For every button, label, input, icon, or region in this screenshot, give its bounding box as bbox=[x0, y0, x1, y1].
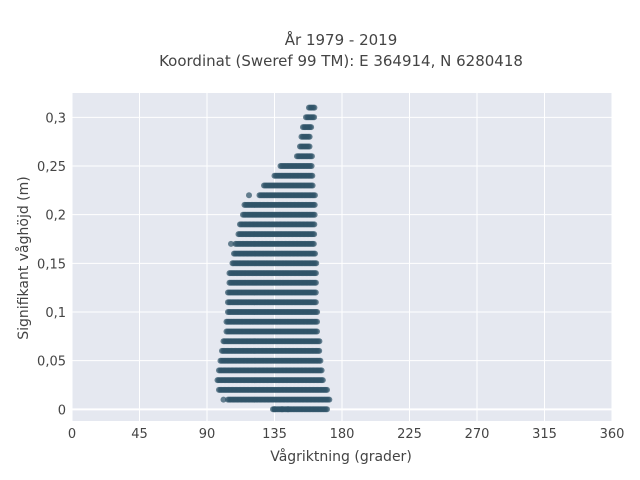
gridlines bbox=[71, 93, 613, 421]
data-point bbox=[314, 309, 321, 315]
data-point bbox=[306, 133, 313, 140]
data-point bbox=[285, 406, 291, 413]
data-point bbox=[312, 270, 319, 277]
data-point bbox=[311, 211, 318, 218]
data-point bbox=[324, 386, 330, 393]
data-point bbox=[314, 318, 320, 325]
data-point bbox=[308, 163, 315, 169]
data-point bbox=[316, 347, 323, 354]
data-point bbox=[306, 143, 313, 150]
data-point bbox=[319, 377, 326, 384]
data-point bbox=[311, 114, 318, 121]
data-point bbox=[311, 231, 318, 238]
y-tick-label: 0 bbox=[58, 403, 66, 418]
data-point bbox=[311, 221, 318, 228]
data-point bbox=[308, 153, 315, 160]
y-tick-label: 0,05 bbox=[37, 355, 66, 370]
data-point bbox=[271, 406, 278, 413]
data-point bbox=[316, 338, 323, 345]
data-point bbox=[312, 289, 319, 296]
scatter-points bbox=[214, 104, 333, 413]
y-tick-label: 0,25 bbox=[37, 160, 66, 175]
chart-title-line-2: Koordinat (Sweref 99 TM): E 364914, N 62… bbox=[159, 52, 523, 70]
data-point bbox=[308, 124, 315, 131]
data-point bbox=[324, 406, 330, 413]
x-tick-label: 135 bbox=[262, 427, 287, 442]
x-axis-title: Vågriktning (grader) bbox=[270, 448, 412, 465]
x-tick-label: 270 bbox=[465, 427, 490, 442]
y-tick-label: 0,15 bbox=[37, 257, 66, 272]
data-point bbox=[309, 172, 316, 179]
data-point bbox=[311, 104, 318, 111]
x-tick-label: 90 bbox=[199, 427, 216, 442]
chart-title: År 1979 - 2019 Koordinat (Sweref 99 TM):… bbox=[159, 30, 523, 70]
y-axis-title: Signifikant våghöjd (m) bbox=[15, 176, 32, 339]
data-point bbox=[318, 367, 325, 374]
data-point bbox=[326, 396, 333, 403]
data-point bbox=[312, 279, 319, 286]
x-axis-ticks: 0 45 90 135 180 225 270 315 360 bbox=[68, 427, 625, 442]
x-tick-label: 225 bbox=[397, 427, 422, 442]
data-point bbox=[312, 299, 319, 306]
data-point bbox=[220, 396, 227, 403]
data-point bbox=[310, 240, 317, 247]
x-tick-label: 315 bbox=[532, 427, 557, 442]
data-point bbox=[279, 406, 285, 413]
data-point bbox=[312, 250, 318, 257]
data-point bbox=[311, 201, 318, 208]
data-point bbox=[317, 357, 324, 364]
data-point bbox=[309, 182, 316, 189]
y-axis-ticks: 0 0,05 0,1 0,15 0,2 0,25 0,3 bbox=[37, 111, 66, 418]
x-tick-label: 180 bbox=[330, 427, 355, 442]
x-tick-label: 360 bbox=[600, 427, 625, 442]
x-tick-label: 45 bbox=[131, 427, 148, 442]
y-tick-label: 0,3 bbox=[45, 111, 66, 126]
y-tick-label: 0,1 bbox=[45, 306, 66, 321]
data-point bbox=[228, 240, 234, 247]
data-point bbox=[313, 260, 320, 267]
data-point bbox=[246, 192, 252, 199]
y-tick-label: 0,2 bbox=[45, 209, 66, 224]
x-tick-label: 0 bbox=[68, 427, 76, 442]
chart-title-line-1: År 1979 - 2019 bbox=[285, 30, 398, 49]
data-point bbox=[311, 192, 318, 199]
data-point bbox=[314, 328, 320, 335]
